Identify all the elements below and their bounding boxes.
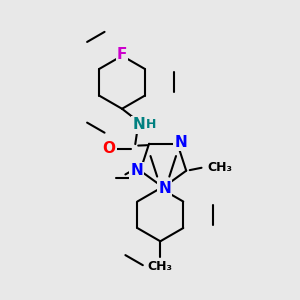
Text: O: O — [102, 141, 115, 156]
Text: N: N — [175, 135, 188, 150]
Text: F: F — [117, 47, 127, 62]
Text: H: H — [146, 118, 156, 131]
Text: CH₃: CH₃ — [148, 260, 173, 272]
Text: N: N — [130, 163, 143, 178]
Text: N: N — [158, 182, 171, 196]
Text: N: N — [132, 118, 145, 133]
Text: CH₃: CH₃ — [207, 161, 232, 174]
